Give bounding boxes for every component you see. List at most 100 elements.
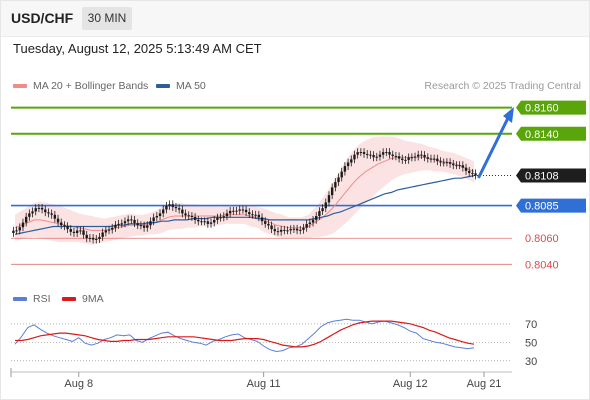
candle-body [426,157,429,159]
candle-body [448,162,452,164]
legend-bollinger: MA 20 + Bollinger Bands [13,80,148,92]
candle-body [289,229,292,231]
level-label: 0.8060 [525,233,559,245]
forecast-arrow [477,116,510,179]
candle-body [28,213,31,217]
candle-body [308,222,312,224]
symbol-label: USD/CHF [11,10,74,26]
level-label: 0.8108 [525,171,559,183]
legend-rsi-label: RSI [33,293,51,305]
candle-body [44,209,47,213]
level-label: 0.8160 [525,103,559,115]
legend-ma50-label: MA 50 [176,80,206,92]
candle-body [295,228,299,231]
candle-body [31,211,34,214]
candle-body [343,166,347,172]
forecast-arrow-head [503,106,514,123]
candle-body [302,227,305,230]
time-tick-label: Aug 8 [64,378,93,390]
candle-body [47,212,50,214]
candle-body [244,209,248,213]
rsi-tick-label: 30 [525,356,537,368]
candle-body [407,157,410,160]
candle-body [177,208,181,210]
candle-body [401,158,404,161]
candle-body [190,216,194,218]
timeframe-button[interactable]: 30 MIN [82,7,132,30]
candle-body [318,211,321,217]
candles [12,148,477,244]
candle-body [420,154,423,156]
candle-body [286,230,289,232]
candle-body [471,172,474,174]
legend-bollinger-label: MA 20 + Bollinger Bands [33,80,149,92]
candle-body [264,221,267,224]
candle-body [130,219,133,221]
candle-body [98,236,101,240]
candle-body [165,205,168,210]
candle-body [346,162,350,167]
candle-body [181,209,184,214]
candle-body [146,225,149,228]
candle-body [15,230,18,232]
candle-body [206,221,210,224]
candle-body [139,225,143,227]
candle-body [315,216,318,220]
candle-body [34,208,37,212]
candle-body [385,152,388,154]
candle-body [174,207,178,209]
candle-body [216,217,219,220]
candle-body [117,223,120,225]
candle-body [123,221,127,224]
candle-body [209,222,213,224]
candle-body [442,162,445,164]
candle-body [334,182,337,188]
candle-body [235,210,238,212]
candle-body [111,227,114,230]
candle-body [56,218,60,223]
candle-body [257,214,261,218]
candle-body [66,226,69,230]
candle-body [375,156,378,158]
candle-body [464,167,468,171]
candle-body [171,204,174,208]
candle-body [104,230,108,233]
level-label-bg [516,126,586,141]
candle-body [120,223,123,225]
candle-body [337,177,340,183]
candle-body [324,202,327,209]
legend-9ma-swatch [62,297,76,301]
candle-body [40,207,44,210]
candle-body [241,209,245,211]
candle-body [152,217,155,222]
candle-body [330,187,334,196]
candle-body [91,237,95,240]
candle-body [155,216,159,218]
candle-body [228,210,232,214]
candle-body [158,213,162,217]
candle-body [353,154,356,160]
level-label-bg [516,168,586,183]
candle-body [72,231,76,233]
candle-body [60,222,63,226]
legend-ma50: MA 50 [156,80,206,92]
candle-body [133,219,136,224]
candle-body [149,221,152,226]
candle-body [213,219,216,223]
candle-body [107,229,111,231]
legend-ma50-swatch [156,84,170,88]
candle-body [82,230,85,235]
candle-body [251,214,254,216]
candle-body [429,158,433,160]
candle-body [468,170,471,173]
candle-body [200,221,203,223]
level-label-bg [516,198,586,213]
level-label-bg [516,100,586,115]
copyright-notice: Research © 2025 Trading Central [424,80,581,92]
candle-body [260,217,264,222]
candle-body [85,234,88,239]
candle-body [273,229,276,232]
candle-body [187,215,190,217]
candle-body [126,219,130,222]
